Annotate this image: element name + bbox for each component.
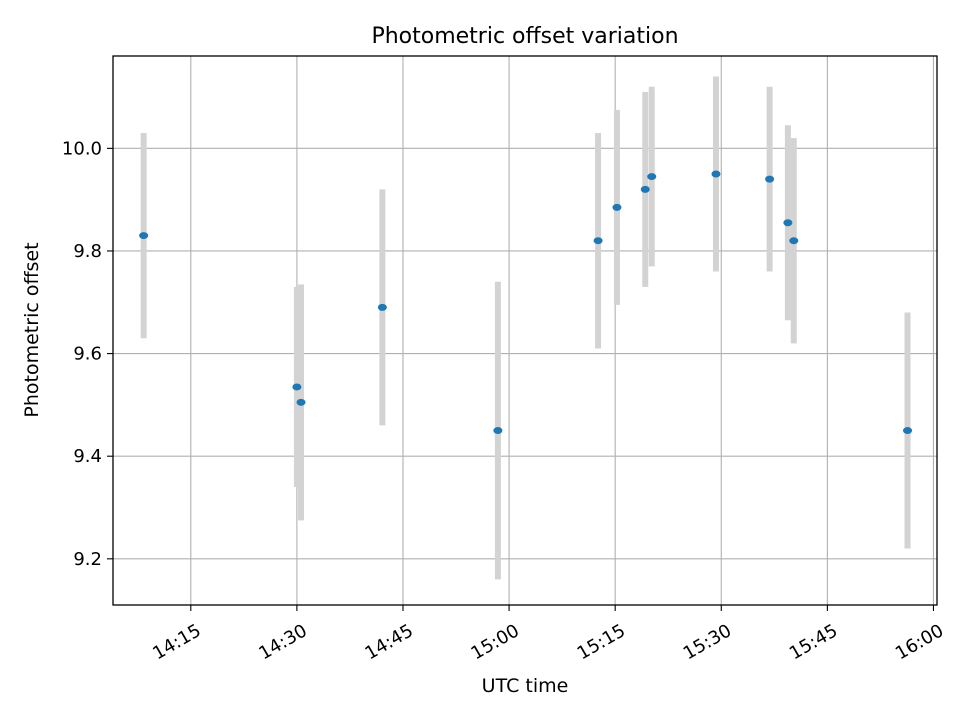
y-tick-label: 9.4 [73, 446, 102, 467]
chart-title: Photometric offset variation [371, 24, 678, 49]
plot-frame [112, 55, 938, 606]
data-point [903, 427, 913, 435]
data-point [139, 232, 149, 240]
data-point [593, 237, 603, 245]
y-tick-label: 9.6 [73, 344, 102, 365]
data-point [292, 383, 302, 391]
y-tick-label: 9.2 [73, 549, 102, 570]
data-point [783, 219, 793, 227]
data-point [647, 173, 657, 181]
data-point [711, 170, 721, 178]
y-tick-label: 9.8 [73, 241, 102, 262]
x-axis-label: UTC time [482, 675, 569, 697]
y-axis-label: Photometric offset [21, 242, 43, 417]
data-point [296, 398, 306, 406]
data-point [640, 185, 650, 193]
data-point [789, 237, 799, 245]
data-point [765, 175, 775, 183]
y-tick-label: 10.0 [62, 138, 102, 159]
data-point [493, 427, 503, 435]
data-point [612, 203, 622, 211]
data-points [139, 170, 913, 435]
grid [113, 56, 937, 605]
data-point [377, 303, 387, 311]
